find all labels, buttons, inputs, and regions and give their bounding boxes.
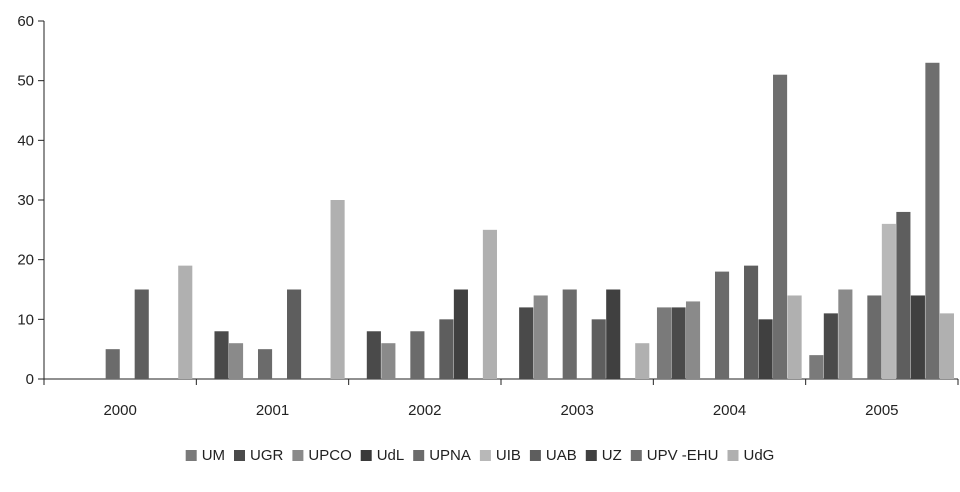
legend-item: UZ [585,447,622,464]
bar-uib-2005 [881,223,896,379]
bar-udg-2003 [635,343,650,379]
legend-swatch [234,450,245,461]
bar-upv-ehu-2005 [925,62,940,380]
y-tick-label: 20 [17,252,34,269]
bar-uab-2003 [591,319,606,379]
bar-upco-2004 [685,301,701,379]
legend-item: UPNA [413,447,471,464]
x-tick-label: 2003 [560,402,593,419]
bar-uz-2004 [758,319,773,379]
legend-label: UdL [377,447,405,464]
bar-uab-2004 [744,265,759,379]
y-tick-label: 10 [17,311,34,328]
legend-item: UAB [529,447,577,464]
bar-upna-2002 [410,331,425,379]
legend-label: UIB [496,447,521,464]
bar-um-2004 [656,307,672,379]
bar-upna-2003 [562,289,577,379]
y-tick-label: 30 [17,192,34,209]
x-tick-label: 2005 [865,402,898,419]
bar-upv-ehu-2004 [773,74,788,379]
bar-upna-2005 [867,295,882,379]
bar-upna-2004 [714,271,730,379]
x-tick-label: 2000 [103,402,136,419]
legend-swatch [413,450,425,461]
legend-label: UPV -EHU [647,447,719,464]
bar-upco-2003 [533,295,548,379]
legend-item: UdG [727,447,775,464]
legend-swatch [360,450,372,461]
bar-upco-2005 [838,289,853,379]
y-tick-label: 40 [17,132,34,149]
bar-uab-2002 [439,319,454,379]
bar-uab-2000 [134,289,149,379]
x-tick-label: 2004 [713,402,746,419]
bar-upco-2002 [381,343,396,379]
bar-udg-2002 [482,229,497,379]
y-tick-label: 50 [17,73,34,90]
legend-label: UdG [744,447,775,464]
legend-label: UPNA [429,447,471,464]
bar-udg-2004 [787,295,802,379]
bar-uz-2002 [453,289,468,379]
bar-ugr-2002 [366,331,381,379]
bar-upco-2001 [228,343,244,379]
bar-uz-2003 [606,289,621,379]
y-tick-label: 0 [26,371,34,388]
legend-item: UM [185,447,225,464]
bar-upna-2001 [257,349,273,379]
legend-swatch [479,450,491,461]
bar-udg-2001 [330,200,345,379]
legend-swatch [292,450,304,461]
legend-swatch [585,450,597,461]
legend-swatch [529,450,541,461]
legend-label: UGR [250,447,284,464]
legend-label: UM [202,447,225,464]
bar-ugr-2005 [823,313,838,379]
axes: 0 10 20 30 40 50 60 2000 2001 2002 2003 2004 2005 [17,13,959,419]
legend-item: UIB [479,447,521,464]
y-tick-label: 60 [17,13,34,30]
legend-item: UPCO [292,447,352,464]
bar-um-2005 [809,355,824,379]
bar-uz-2005 [910,295,925,379]
legend-swatch [630,450,642,461]
bar-ugr-2001 [214,331,229,379]
legend-item: UdL [360,447,405,464]
bar-udg-2005 [939,313,954,379]
legend-label: UAB [546,447,577,464]
bars [105,62,954,380]
legend-item: UPV -EHU [630,447,719,464]
bar-udg-2000 [178,265,193,379]
x-tick-label: 2001 [256,402,289,419]
legend-label: UZ [602,447,622,464]
x-tick-label: 2002 [408,402,441,419]
legend-item: UGR [234,447,284,464]
bar-ugr-2003 [519,307,534,379]
bar-ugr-2004 [671,307,686,379]
legend-swatch [185,450,197,461]
legend-swatch [727,450,739,461]
bar-upna-2000 [105,349,120,379]
legend-label: UPCO [308,447,351,464]
bar-uab-2001 [287,289,302,379]
bar-uab-2005 [896,211,911,379]
legend: UM UGR UPCO UdL UPNA UIB UAB UZ UPV -EHU UdG [185,447,775,464]
